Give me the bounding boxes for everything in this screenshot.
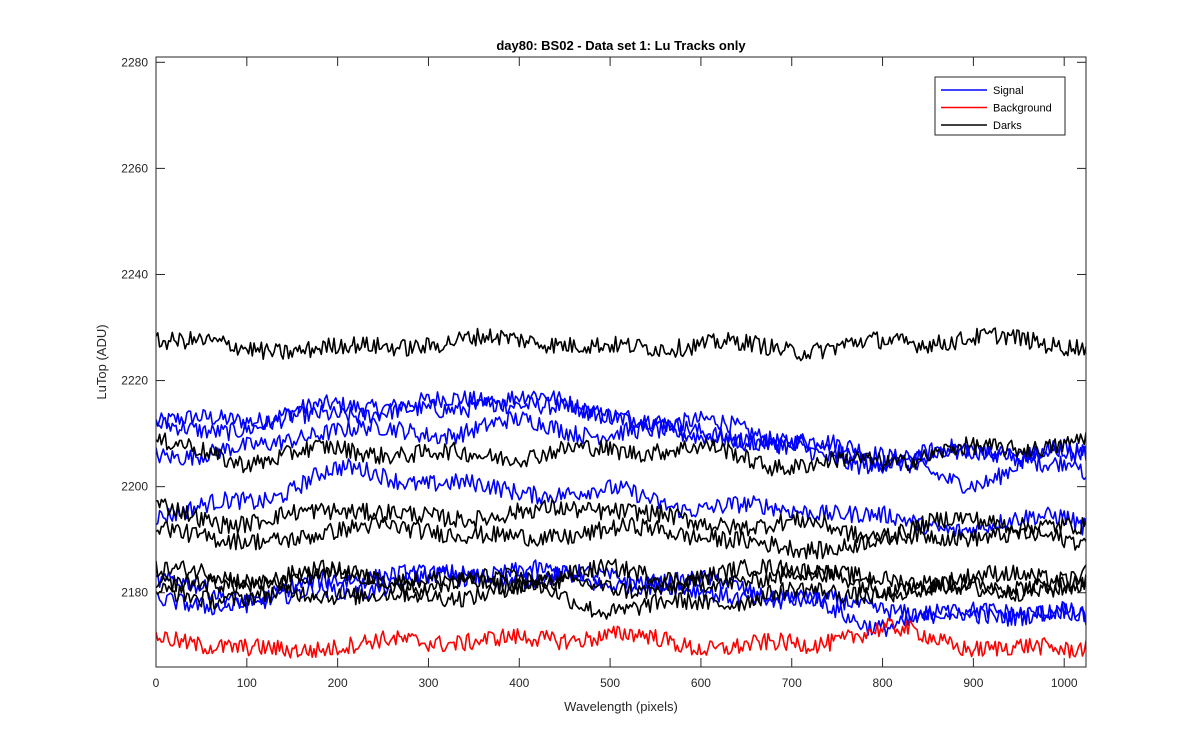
x-tick-label: 700 xyxy=(782,676,802,690)
y-tick-label: 2280 xyxy=(121,55,148,69)
legend: Signal Background Darks xyxy=(934,76,1066,136)
series-line-darks xyxy=(156,432,1086,477)
series-line-signal xyxy=(156,559,1086,638)
x-tick-label: 300 xyxy=(418,676,438,690)
x-tick-label: 1000 xyxy=(1051,676,1078,690)
plot-frame xyxy=(155,56,1087,668)
y-tick-label: 2220 xyxy=(121,374,148,388)
series-line-darks xyxy=(156,327,1086,362)
y-tick-label: 2200 xyxy=(121,480,148,494)
x-axis-label: Wavelength (pixels) xyxy=(564,699,678,714)
x-tick-label: 100 xyxy=(237,676,257,690)
x-tick-label: 800 xyxy=(873,676,893,690)
chart-title: day80: BS02 - Data set 1: Lu Tracks only xyxy=(496,38,746,53)
series-line-darks xyxy=(156,516,1086,560)
y-tick-label: 2180 xyxy=(121,586,148,600)
series-line-darks xyxy=(156,574,1086,620)
series-line-background xyxy=(156,617,1086,659)
x-tick-label: 400 xyxy=(509,676,529,690)
plot-background xyxy=(156,57,1086,667)
x-tick-label: 600 xyxy=(691,676,711,690)
y-axis: 2180 2200 2220 2240 2260 2280 xyxy=(121,55,1086,600)
x-tick-label: 900 xyxy=(963,676,983,690)
y-tick-label: 2260 xyxy=(121,161,148,175)
series-line-darks xyxy=(156,498,1086,546)
x-tick-label: 500 xyxy=(600,676,620,690)
legend-label: Signal xyxy=(993,85,1024,97)
series-line-signal xyxy=(156,411,1086,494)
x-axis: 0 100 200 300 400 500 600 700 800 900 1000 xyxy=(153,57,1078,690)
y-tick-label: 2240 xyxy=(121,267,148,281)
series-line-signal xyxy=(156,390,1086,473)
y-axis-label: LuTop (ADU) xyxy=(94,324,109,399)
x-tick-label: 200 xyxy=(328,676,348,690)
legend-label: Background xyxy=(993,103,1052,115)
legend-label: Darks xyxy=(993,120,1022,132)
series-layer xyxy=(156,327,1086,659)
series-line-darks xyxy=(156,559,1086,601)
legend-box xyxy=(934,76,1066,136)
series-line-signal xyxy=(156,458,1086,539)
series-line-signal xyxy=(156,390,1086,473)
x-tick-label: 0 xyxy=(153,676,160,690)
